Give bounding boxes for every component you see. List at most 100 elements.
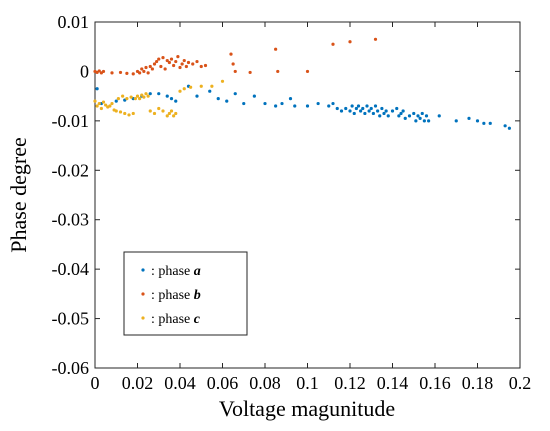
- data-point-phase-c: [174, 111, 178, 116]
- data-point-phase-b: [165, 58, 169, 63]
- data-point-phase-c: [157, 106, 161, 111]
- data-point-phase-c: [167, 111, 171, 116]
- data-point-phase-c: [165, 114, 169, 118]
- data-point-phase-c: [118, 110, 123, 114]
- y-tick-label: -0.03: [52, 210, 90, 230]
- data-point-phase-b: [172, 63, 176, 68]
- data-point-phase-a: [367, 109, 371, 113]
- data-point-phase-b: [229, 52, 233, 56]
- data-point-phase-a: [427, 119, 431, 123]
- data-point-phase-a: [95, 87, 99, 91]
- data-point-phase-b: [186, 60, 191, 65]
- data-point-phase-a: [344, 106, 348, 111]
- data-point-phase-a: [363, 111, 367, 116]
- data-point-phase-a: [263, 101, 267, 106]
- y-tick-label: -0.01: [52, 111, 90, 131]
- data-point-phase-b: [176, 55, 180, 59]
- data-point-phase-c: [114, 109, 118, 113]
- data-point-phase-c: [127, 113, 131, 117]
- data-point-phase-a: [169, 97, 174, 101]
- data-point-phase-a: [467, 116, 471, 120]
- data-point-phase-b: [101, 69, 106, 74]
- data-point-phase-c: [144, 92, 148, 96]
- x-tick-label: 0: [91, 373, 100, 393]
- legend-marker-phase-b: [141, 292, 145, 296]
- data-point-phase-a: [352, 111, 356, 116]
- data-point-phase-a: [475, 119, 480, 123]
- data-point-phase-c: [99, 106, 103, 111]
- data-point-phase-a: [316, 101, 320, 106]
- data-point-phase-b: [348, 40, 352, 44]
- data-point-phase-a: [373, 104, 378, 108]
- y-tick-label: 0.01: [58, 12, 90, 32]
- data-point-phase-a: [174, 99, 178, 103]
- data-point-phase-c: [135, 94, 140, 98]
- data-point-phase-c: [199, 84, 203, 88]
- data-point-phase-a: [454, 119, 458, 123]
- data-point-phase-b: [146, 71, 150, 75]
- data-point-phase-b: [97, 69, 101, 73]
- data-point-phase-c: [121, 94, 125, 98]
- legend-entry-phase-b: : phase b: [151, 288, 201, 303]
- data-point-phase-c: [146, 94, 150, 98]
- data-point-phase-b: [231, 62, 235, 66]
- legend-entry-phase-letter: a: [194, 264, 201, 279]
- data-point-phase-c: [152, 111, 157, 116]
- data-point-phase-b: [159, 64, 163, 69]
- data-point-phase-a: [242, 101, 246, 106]
- data-point-phase-a: [401, 109, 405, 113]
- x-tick-label: 0.12: [334, 373, 366, 393]
- data-point-phase-a: [356, 104, 361, 108]
- data-point-phase-c: [182, 87, 186, 91]
- data-point-phase-a: [369, 106, 373, 111]
- data-point-phase-a: [488, 121, 492, 125]
- data-point-phase-b: [180, 62, 184, 66]
- data-point-phase-c: [220, 79, 225, 83]
- data-point-phase-a: [354, 106, 358, 111]
- legend-marker-phase-a: [141, 268, 145, 272]
- data-point-phase-a: [384, 109, 388, 113]
- data-point-phase-a: [422, 119, 426, 123]
- data-point-phase-c: [138, 97, 142, 101]
- data-point-phase-a: [395, 106, 399, 111]
- x-tick-label: 0.18: [462, 373, 494, 393]
- data-point-phase-a: [390, 109, 395, 113]
- data-point-phase-a: [503, 124, 507, 128]
- data-point-phase-a: [288, 97, 293, 101]
- data-point-phase-b: [148, 64, 152, 69]
- x-tick-label: 0.08: [249, 373, 281, 393]
- y-tick-label: -0.02: [52, 160, 90, 180]
- data-point-phase-b: [142, 69, 146, 74]
- x-tick-label: 0.14: [377, 373, 409, 393]
- data-point-phase-a: [339, 109, 344, 113]
- data-point-phase-a: [148, 92, 152, 96]
- data-point-phase-a: [418, 116, 422, 120]
- data-point-phase-c: [101, 100, 106, 104]
- data-point-phase-b: [373, 37, 378, 41]
- data-point-phase-a: [397, 114, 401, 118]
- data-point-phase-c: [178, 89, 182, 93]
- y-tick-label: -0.04: [52, 259, 90, 279]
- data-point-phase-a: [482, 121, 486, 125]
- x-tick-label: 0.2: [509, 373, 532, 393]
- y-axis-ticks: 0.01 0 -0.01 -0.02 -0.03 -0.04 -0.05 -0.06: [52, 12, 520, 378]
- x-axis-ticks: 0 0.02 0.04 0.06 0.08 0.1 0.12 0.14 0.16 0.18 0.2: [91, 22, 532, 393]
- data-point-phase-b: [110, 71, 114, 75]
- data-point-phase-a: [225, 99, 229, 103]
- data-point-phase-a: [233, 92, 237, 96]
- data-point-phase-b: [118, 70, 123, 75]
- data-point-phase-b: [140, 67, 144, 71]
- data-point-phase-a: [350, 104, 354, 108]
- x-axis-label: Voltage magunitude: [219, 396, 395, 421]
- x-tick-label: 0.06: [207, 373, 239, 393]
- data-point-phase-a: [412, 111, 416, 116]
- data-point-phase-b: [161, 55, 165, 60]
- data-point-phase-b: [305, 69, 310, 74]
- data-point-phase-a: [380, 106, 384, 111]
- data-point-phase-b: [195, 59, 199, 64]
- data-point-phase-c: [142, 95, 146, 99]
- data-point-phase-c: [123, 111, 127, 116]
- data-point-phase-c: [169, 109, 174, 113]
- data-point-phase-b: [167, 60, 171, 65]
- data-point-phase-a: [335, 106, 339, 111]
